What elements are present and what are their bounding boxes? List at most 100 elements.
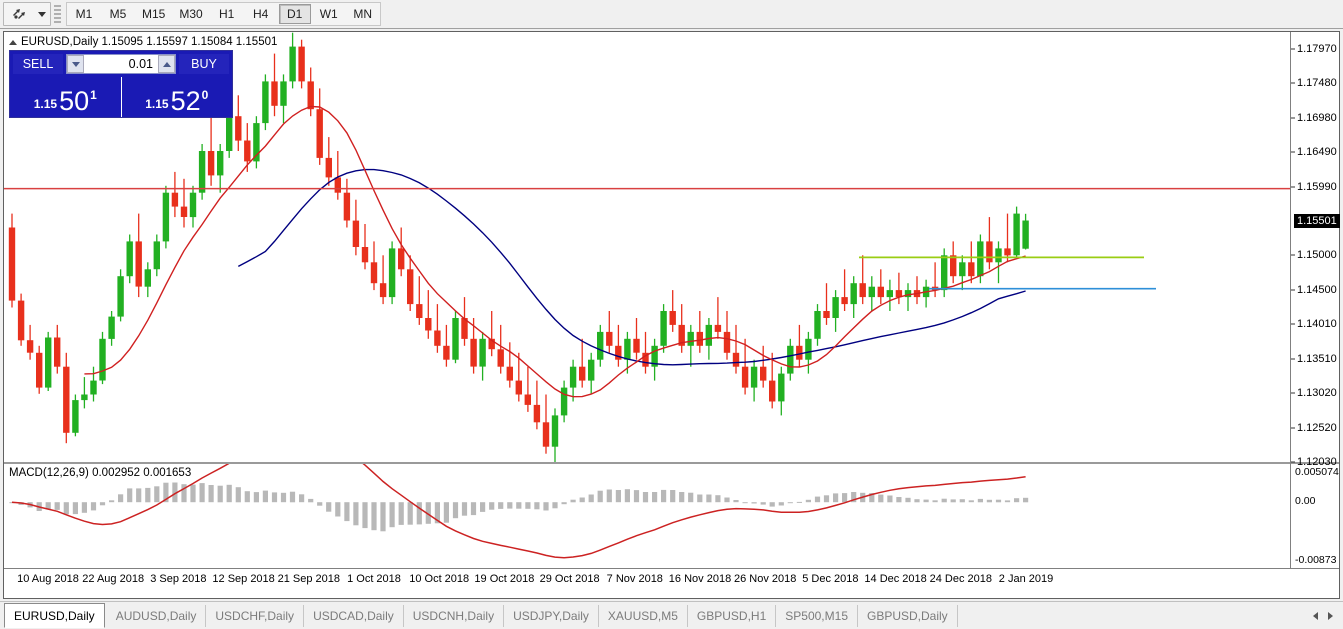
timeframe-group: M1 M5 M15 M30 H1 H4 D1 W1 MN — [66, 2, 381, 26]
sell-price-main: 50 — [59, 86, 90, 116]
chart-symbol-header: EURUSD,Daily 1.15095 1.15597 1.15084 1.1… — [9, 36, 277, 48]
date-tick-label: 19 Oct 2018 — [474, 573, 535, 585]
price-tick-mark — [1291, 186, 1295, 187]
buy-price-fraction: 0 — [201, 88, 209, 102]
timeframe-m30[interactable]: M30 — [179, 7, 203, 21]
tab-scroll-controls — [1313, 605, 1343, 627]
buy-button[interactable]: BUY — [179, 54, 229, 74]
chart-window[interactable]: EURUSD,Daily 1.15095 1.15597 1.15084 1.1… — [3, 31, 1340, 599]
triangle-down-icon — [71, 61, 80, 67]
date-tick-label: 26 Nov 2018 — [733, 573, 797, 585]
date-tick-label: 1 Oct 2018 — [347, 573, 401, 585]
date-tick-label: 29 Oct 2018 — [539, 573, 600, 585]
timeframe-mn[interactable]: MN — [353, 7, 373, 21]
sell-price-prefix: 1.15 — [33, 97, 58, 111]
chart-tab-sp500-m15[interactable]: SP500,M15 — [776, 604, 858, 627]
price-pane[interactable] — [4, 32, 1339, 462]
price-tick-label: 1.14500 — [1297, 284, 1337, 297]
pane-separator[interactable] — [4, 462, 1339, 464]
timeframe-h4[interactable]: H4 — [253, 7, 269, 21]
date-axis[interactable]: 10 Aug 2018 22 Aug 2018 3 Sep 2018 12 Sep 2… — [4, 568, 1339, 598]
chart-tab-usdjpy-daily[interactable]: USDJPY,Daily — [504, 604, 599, 627]
price-tick-label: 1.12030 — [1297, 456, 1337, 468]
price-tick-mark — [1291, 48, 1295, 50]
macd-plot — [9, 464, 1029, 559]
chart-tab-usdcnh-daily[interactable]: USDCNH,Daily — [404, 604, 505, 627]
price-tick-label: 1.15990 — [1297, 180, 1337, 193]
date-tick-label: 12 Sep 2018 — [212, 573, 275, 585]
timeframe-d1[interactable]: D1 — [278, 4, 311, 24]
price-tick-label: 1.15000 — [1297, 249, 1337, 262]
price-tick-label: 1.17970 — [1297, 42, 1337, 55]
date-tick-label: 10 Aug 2018 — [17, 573, 79, 585]
macd-header-label: MACD(12,26,9) 0.002952 0.001653 — [9, 467, 192, 479]
symbol-ohlc-text: EURUSD,Daily 1.15095 1.15597 1.15084 1.1… — [21, 36, 278, 48]
date-tick-label: 7 Nov 2018 — [606, 573, 663, 585]
date-tick-label: 24 Dec 2018 — [929, 573, 992, 585]
date-tick-label: 21 Sep 2018 — [277, 573, 340, 585]
timeframe-h1[interactable]: H1 — [219, 7, 235, 21]
drag-grip-icon[interactable] — [53, 3, 62, 25]
price-tick-label: 1.17480 — [1297, 76, 1337, 89]
date-tick-label: 3 Sep 2018 — [150, 573, 207, 585]
timeframe-m15[interactable]: M15 — [142, 7, 166, 21]
price-tick-mark — [1291, 117, 1295, 119]
lot-size-stepper[interactable]: 0.01 — [66, 54, 176, 74]
lot-increment-button[interactable] — [158, 55, 175, 73]
buy-price-main: 52 — [170, 86, 201, 116]
price-tick-label: 1.16980 — [1297, 111, 1337, 124]
price-tick-mark — [1291, 289, 1295, 291]
buy-price-prefix: 1.15 — [145, 97, 169, 111]
macd-tick-label-top: 0.005074 — [1295, 466, 1339, 478]
chart-tab-usdchf-daily[interactable]: USDCHF,Daily — [206, 604, 305, 627]
macd-tick-label-zero: 0.00 — [1295, 495, 1316, 508]
chart-tab-audusd-daily[interactable]: AUDUSD,Daily — [107, 604, 207, 627]
one-click-trading-panel[interactable]: SELL 0.01 BUY 1.15 50 1 1.15 52 0 — [9, 50, 233, 118]
date-tick-label: 14 Dec 2018 — [864, 573, 927, 585]
sell-button[interactable]: SELL — [13, 54, 63, 74]
price-tick-label: 1.12520 — [1297, 421, 1337, 434]
price-tick-mark — [1291, 461, 1295, 463]
buy-quote[interactable]: 1.15 52 0 — [120, 77, 233, 117]
macd-pane[interactable]: MACD(12,26,9) 0.002952 0.001653 — [4, 464, 1339, 568]
timeframe-w1[interactable]: W1 — [319, 7, 338, 21]
price-tick-label: 1.14010 — [1297, 318, 1337, 331]
price-tick-label: 1.16490 — [1297, 145, 1337, 158]
price-tick-mark — [1291, 392, 1295, 394]
crosshair-arrow-icon[interactable] — [4, 3, 34, 25]
date-tick-label: 22 Aug 2018 — [82, 573, 145, 585]
trade-panel-controls: SELL 0.01 BUY — [10, 51, 232, 77]
price-tick-mark — [1291, 82, 1295, 84]
main-toolbar: M1 M5 M15 M30 H1 H4 D1 W1 MN — [0, 0, 1343, 29]
date-tick-label: 2 Jan 2019 — [998, 573, 1054, 585]
sell-price-fraction: 1 — [90, 88, 97, 102]
triangle-up-icon[interactable] — [9, 39, 17, 45]
chart-tab-eurusd-daily[interactable]: EURUSD,Daily — [4, 603, 105, 628]
timeframe-m1[interactable]: M1 — [75, 7, 93, 21]
chart-tab-usdcad-daily[interactable]: USDCAD,Daily — [304, 604, 404, 627]
sell-quote[interactable]: 1.15 50 1 — [10, 77, 121, 117]
price-tick-label: 1.13510 — [1297, 353, 1337, 365]
arrow-right-icon[interactable] — [1328, 611, 1333, 620]
candlestick-plot — [4, 32, 1290, 462]
chart-tab-xauusd-m5[interactable]: XAUUSD,M5 — [599, 604, 688, 627]
price-tick-mark — [1291, 151, 1295, 153]
date-tick-label: 10 Oct 2018 — [409, 573, 470, 585]
price-tick-mark — [1291, 323, 1295, 325]
price-axis[interactable]: 1.17970 1.17480 1.16980 1.16490 1.15990 1.150… — [1291, 32, 1340, 568]
chart-tab-gbpusd-h1[interactable]: GBPUSD,H1 — [688, 604, 777, 627]
date-tick-label: 5 Dec 2018 — [802, 573, 859, 585]
tools-panel — [3, 2, 51, 26]
timeframe-m5[interactable]: M5 — [109, 7, 127, 21]
date-tick-label: 16 Nov 2018 — [668, 573, 732, 585]
lot-size-value[interactable]: 0.01 — [128, 57, 153, 71]
chevron-down-icon[interactable] — [34, 3, 50, 25]
price-tick-mark — [1291, 427, 1295, 429]
arrow-left-icon[interactable] — [1313, 611, 1318, 620]
price-tick-label: 1.13020 — [1297, 387, 1337, 400]
chart-tab-gbpusd-daily[interactable]: GBPUSD,Daily — [858, 604, 958, 627]
quote-row: 1.15 50 1 1.15 52 0 — [10, 77, 232, 117]
triangle-up-icon — [162, 61, 171, 67]
lot-decrement-button[interactable] — [67, 55, 84, 73]
